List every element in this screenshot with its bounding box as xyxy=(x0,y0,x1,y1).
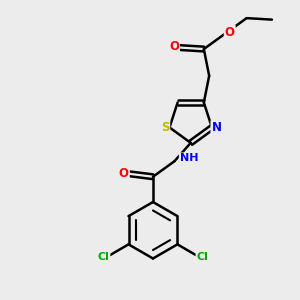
Text: O: O xyxy=(225,26,235,39)
Text: NH: NH xyxy=(180,153,198,163)
Text: Cl: Cl xyxy=(98,252,110,262)
Text: O: O xyxy=(169,40,179,52)
Text: S: S xyxy=(161,121,169,134)
Text: Cl: Cl xyxy=(196,252,208,262)
Text: O: O xyxy=(119,167,129,180)
Text: N: N xyxy=(212,121,221,134)
